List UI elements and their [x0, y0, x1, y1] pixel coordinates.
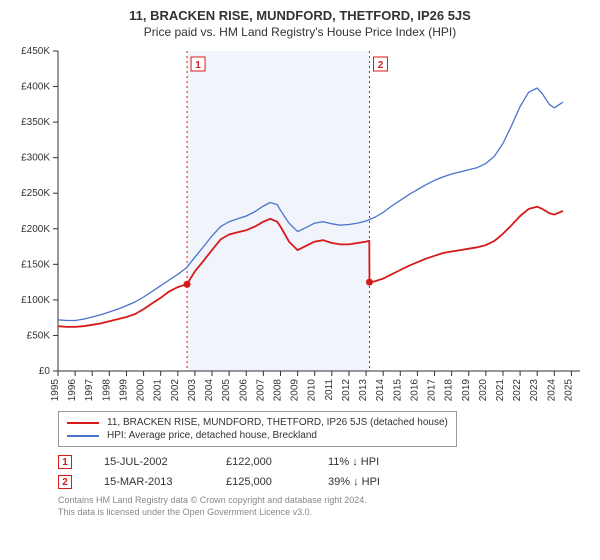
transaction-marker: 2 [58, 475, 72, 489]
svg-text:1995: 1995 [50, 379, 61, 402]
svg-text:2011: 2011 [324, 379, 335, 401]
svg-text:£300K: £300K [21, 153, 50, 164]
title-block: 11, BRACKEN RISE, MUNDFORD, THETFORD, IP… [10, 8, 590, 39]
svg-text:2010: 2010 [307, 379, 318, 402]
svg-text:£350K: £350K [21, 117, 50, 128]
svg-text:2008: 2008 [272, 379, 283, 402]
svg-text:2023: 2023 [529, 379, 540, 402]
svg-text:2007: 2007 [255, 379, 266, 402]
chart-svg: £0 £50K £100K £150K £200K £250K £300K £350K £400… [10, 45, 590, 405]
svg-text:2019: 2019 [461, 379, 472, 402]
svg-text:2002: 2002 [170, 379, 181, 402]
transaction-row: 1 15-JUL-2002 £122,000 11% ↓ HPI [58, 455, 590, 469]
legend-swatch-hpi [67, 435, 99, 437]
svg-text:2009: 2009 [290, 379, 301, 402]
transaction-price: £125,000 [226, 476, 296, 488]
svg-text:2021: 2021 [495, 379, 506, 402]
svg-text:£150K: £150K [21, 259, 50, 270]
svg-text:1: 1 [195, 60, 201, 71]
svg-text:£250K: £250K [21, 188, 50, 199]
transaction-delta: 39% ↓ HPI [328, 476, 380, 488]
legend-swatch-property [67, 422, 99, 424]
chart: £0 £50K £100K £150K £200K £250K £300K £350K £400… [10, 45, 590, 405]
transaction-delta: 11% ↓ HPI [328, 456, 379, 468]
svg-text:2015: 2015 [392, 379, 403, 402]
svg-text:1997: 1997 [84, 379, 95, 402]
legend-item: 11, BRACKEN RISE, MUNDFORD, THETFORD, IP… [67, 416, 448, 429]
svg-text:£450K: £450K [21, 46, 50, 57]
svg-text:2: 2 [378, 60, 384, 71]
svg-text:2000: 2000 [136, 379, 147, 402]
svg-text:2018: 2018 [444, 379, 455, 402]
legend: 11, BRACKEN RISE, MUNDFORD, THETFORD, IP… [58, 411, 457, 447]
footnote-line: This data is licensed under the Open Gov… [58, 507, 590, 519]
svg-text:2022: 2022 [512, 379, 523, 402]
svg-text:2016: 2016 [409, 379, 420, 402]
transactions-table: 1 15-JUL-2002 £122,000 11% ↓ HPI 2 15-MA… [58, 455, 590, 489]
transaction-price: £122,000 [226, 456, 296, 468]
transaction-marker: 1 [58, 455, 72, 469]
svg-text:2017: 2017 [427, 379, 438, 402]
svg-text:1996: 1996 [67, 379, 78, 402]
svg-text:2004: 2004 [204, 379, 215, 402]
svg-text:2020: 2020 [478, 379, 489, 402]
svg-text:2024: 2024 [546, 379, 557, 402]
svg-text:£200K: £200K [21, 224, 50, 235]
svg-text:2003: 2003 [187, 379, 198, 402]
legend-item: HPI: Average price, detached house, Brec… [67, 429, 448, 442]
svg-text:2025: 2025 [563, 379, 574, 402]
svg-text:1999: 1999 [118, 379, 129, 402]
transaction-row: 2 15-MAR-2013 £125,000 39% ↓ HPI [58, 475, 590, 489]
svg-text:£100K: £100K [21, 295, 50, 306]
svg-text:£50K: £50K [27, 330, 51, 341]
footnote-line: Contains HM Land Registry data © Crown c… [58, 495, 590, 507]
title-address: 11, BRACKEN RISE, MUNDFORD, THETFORD, IP… [10, 8, 590, 23]
svg-text:£0: £0 [39, 366, 51, 377]
svg-text:1998: 1998 [101, 379, 112, 402]
title-subtitle: Price paid vs. HM Land Registry's House … [10, 25, 590, 39]
legend-label: HPI: Average price, detached house, Brec… [107, 430, 317, 441]
svg-text:2014: 2014 [375, 379, 386, 402]
svg-text:£400K: £400K [21, 82, 50, 93]
footnote: Contains HM Land Registry data © Crown c… [58, 495, 590, 518]
transaction-date: 15-MAR-2013 [104, 476, 194, 488]
svg-text:2013: 2013 [358, 379, 369, 402]
svg-text:2006: 2006 [238, 379, 249, 402]
svg-text:2012: 2012 [341, 379, 352, 402]
chart-container: 11, BRACKEN RISE, MUNDFORD, THETFORD, IP… [0, 0, 600, 560]
transaction-date: 15-JUL-2002 [104, 456, 194, 468]
svg-text:2005: 2005 [221, 379, 232, 402]
legend-label: 11, BRACKEN RISE, MUNDFORD, THETFORD, IP… [107, 417, 448, 428]
svg-text:2001: 2001 [153, 379, 164, 402]
